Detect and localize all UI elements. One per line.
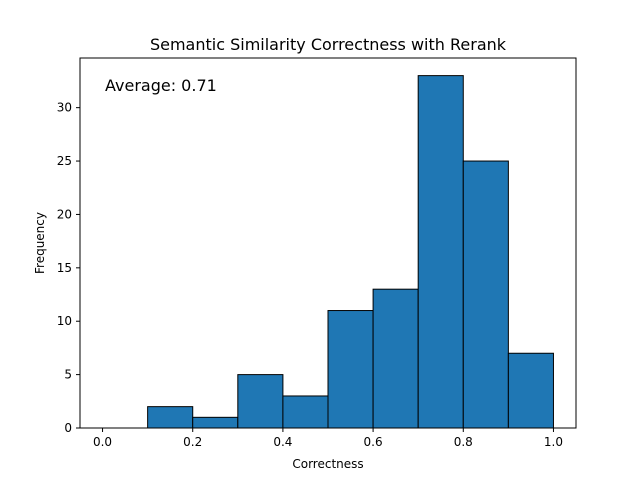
histogram-bar	[372, 288, 419, 429]
x-axis-label: Correctness	[292, 457, 363, 471]
histogram-bar	[327, 310, 374, 429]
x-ticks: 0.0 0.2 0.4 0.6 0.8 1.0	[93, 428, 563, 449]
x-tick-label: 0.0	[93, 435, 112, 449]
average-annotation: Average: 0.71	[105, 76, 217, 95]
y-axis-label: Frequency	[33, 212, 47, 274]
histogram-bar	[192, 416, 239, 429]
histogram-bar	[237, 374, 284, 429]
histogram-bar	[147, 406, 194, 429]
x-tick-label: 0.8	[454, 435, 473, 449]
y-tick-label: 5	[64, 368, 72, 382]
x-tick-label: 0.6	[364, 435, 383, 449]
bars-group	[147, 75, 554, 429]
y-tick-label: 30	[57, 101, 72, 115]
chart-title: Semantic Similarity Correctness with Rer…	[150, 35, 507, 54]
x-tick-label: 1.0	[544, 435, 563, 449]
histogram-bar	[282, 395, 329, 429]
y-tick-label: 10	[57, 314, 72, 328]
histogram-bar	[417, 75, 464, 429]
x-tick-label: 0.2	[183, 435, 202, 449]
histogram-bar	[462, 160, 509, 429]
y-tick-label: 0	[64, 421, 72, 435]
histogram-bar	[507, 352, 554, 429]
x-tick-label: 0.4	[273, 435, 292, 449]
y-ticks: 0 5 10 15 20 25 30	[57, 101, 80, 435]
axes-frame	[79, 57, 577, 429]
y-tick-label: 20	[57, 207, 72, 221]
y-tick-label: 25	[57, 154, 72, 168]
y-tick-label: 15	[57, 261, 72, 275]
